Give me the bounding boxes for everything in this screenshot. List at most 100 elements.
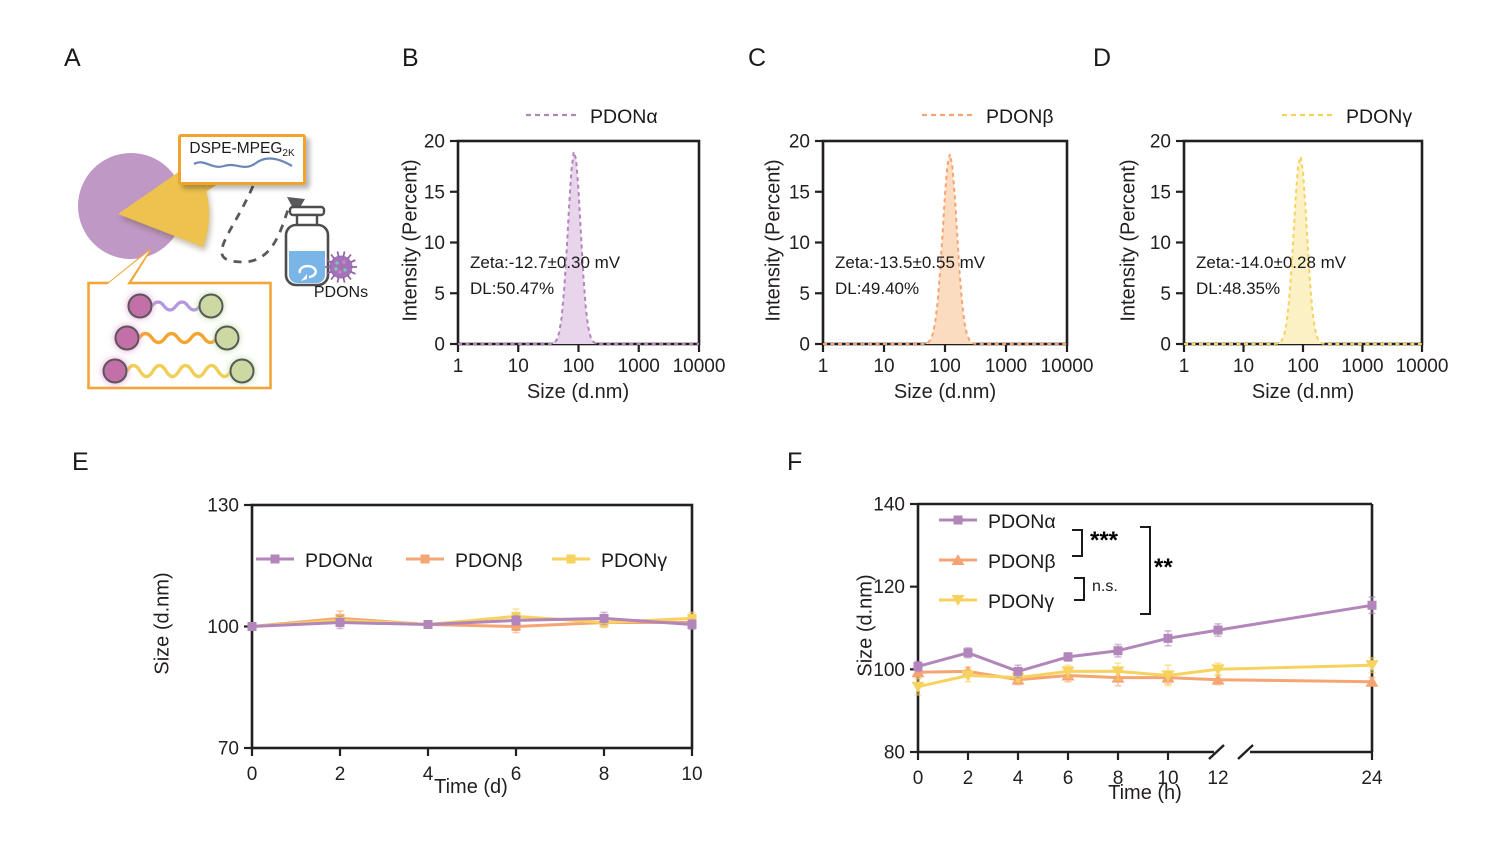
legend-e-pdon-alpha: PDONα [255,550,373,572]
svg-text:15: 15 [424,182,445,203]
distribution-fill [1184,156,1422,344]
legend-swatch-dashed [1280,108,1336,126]
line-panel-storage-stability-days: 70 100 130 0 2 4 6 8 10 [207,496,702,786]
svg-text:120: 120 [873,577,905,598]
distribution-fill [458,151,699,344]
legend-label: PDONβ [455,549,523,572]
svg-text:20: 20 [424,132,445,153]
legend-swatch-square [938,513,978,532]
dist-panel-PDONα: 0 5 10 15 20 1 10 100 1000 10000 [424,132,726,378]
zeta-dl-annotation-d: Zeta:-14.0±0.28 mV DL:48.35% [1196,250,1346,302]
svg-text:100: 100 [563,356,595,377]
svg-text:1000: 1000 [618,356,660,377]
legend-e-pdon-beta: PDONβ [405,550,523,572]
svg-text:0: 0 [1160,335,1171,356]
svg-text:10: 10 [1157,768,1178,789]
dl-line: DL:49.40% [835,279,920,298]
svg-text:12: 12 [1207,768,1228,789]
panel-label-f: F [787,448,803,476]
arrowhead-icon [287,197,305,214]
zeta-dl-annotation-c: Zeta:-13.5±0.55 mV DL:49.40% [835,250,985,302]
pdon-particle-icon [325,251,357,283]
axis-title-x-b: Size (d.nm) [526,381,630,403]
sig-bracket-alpha-beta [1072,529,1083,557]
legend-pdon-beta: PDONβ [920,106,1054,128]
linker-purple [150,300,202,312]
legend-e-pdon-gamma: PDONγ [551,550,667,572]
svg-text:1: 1 [453,356,464,377]
svg-text:10000: 10000 [1041,356,1094,377]
panel-label-d: D [1093,44,1112,72]
legend-swatch-square [405,552,445,571]
axis-title-x-f: Time (h) [1108,782,1182,804]
legend-pdon-gamma: PDONγ [1280,106,1412,128]
axis-title-y-e: Size (d.nm) [151,572,174,675]
legend-label: PDONα [590,105,658,128]
distribution-curve [823,153,1067,345]
svg-text:20: 20 [1150,132,1171,153]
legend-swatch-dashed [920,108,976,126]
svg-text:1000: 1000 [985,356,1027,377]
legend-label: PDONβ [986,105,1054,128]
sig-bracket-beta-gamma [1074,577,1085,601]
svg-text:24: 24 [1361,768,1383,789]
panel-label-b: B [402,44,419,72]
linker-yellow [125,363,233,379]
pdons-label: PDONs [313,284,369,301]
vial-icon [284,205,330,287]
nanoparticle-schematic [78,153,357,390]
svg-text:100: 100 [207,617,239,638]
svg-text:4: 4 [1013,768,1024,789]
axis-title-y-f: Size (d.nm) [854,574,877,677]
svg-text:5: 5 [1160,284,1171,305]
svg-text:1000: 1000 [1341,356,1383,377]
panel-label-a: A [64,44,81,72]
svg-text:0: 0 [913,768,924,789]
distribution-curve [1184,156,1422,345]
dye-circle-pink [127,293,153,319]
legend-pdon-alpha: PDONα [524,106,658,128]
svg-text:10: 10 [873,356,894,377]
dl-line: DL:50.47% [470,279,555,298]
svg-text:0: 0 [247,764,258,785]
svg-text:2: 2 [335,764,346,785]
legend-label: PDONβ [988,550,1056,573]
polymer-squiggle-icon [193,157,293,168]
dl-line: DL:48.35% [1196,279,1281,298]
svg-text:100: 100 [873,660,905,681]
legend-swatch-square [551,552,591,571]
sig-label-alpha-beta: *** [1090,527,1119,554]
linker-orange [137,331,219,345]
series-PDONα [247,611,697,631]
legend-f-pdon-gamma: PDONγ [938,591,1054,613]
legend-swatch-dashed [524,108,580,126]
legend-label: PDONα [305,549,373,572]
legend-label: PDONα [988,510,1056,533]
svg-text:10: 10 [789,233,810,254]
svg-text:8: 8 [599,764,610,785]
panel-label-c: C [748,44,767,72]
svg-text:10: 10 [424,233,445,254]
dye-circle-green [198,293,224,319]
svg-text:0: 0 [434,335,445,356]
callout-subscript: 2K [282,148,295,159]
svg-text:15: 15 [1150,182,1171,203]
svg-text:100: 100 [1287,356,1319,377]
svg-text:5: 5 [434,284,445,305]
legend-f-pdon-alpha: PDONα [938,511,1056,533]
svg-text:15: 15 [789,182,810,203]
axis-title-y-b: Intensity (Percent) [399,159,422,322]
sig-label-beta-gamma: n.s. [1092,578,1118,595]
svg-text:80: 80 [884,743,905,764]
legend-swatch-triangle-down [938,593,978,612]
callout-label: DSPE-MPEG [189,140,283,157]
distribution-fill [823,154,1067,344]
series-PDONα [913,596,1377,679]
distribution-curve [458,151,699,345]
dashed-arrow-path [220,185,291,264]
dye-circle-pink [114,325,140,351]
svg-text:10: 10 [681,764,702,785]
svg-text:20: 20 [789,132,810,153]
